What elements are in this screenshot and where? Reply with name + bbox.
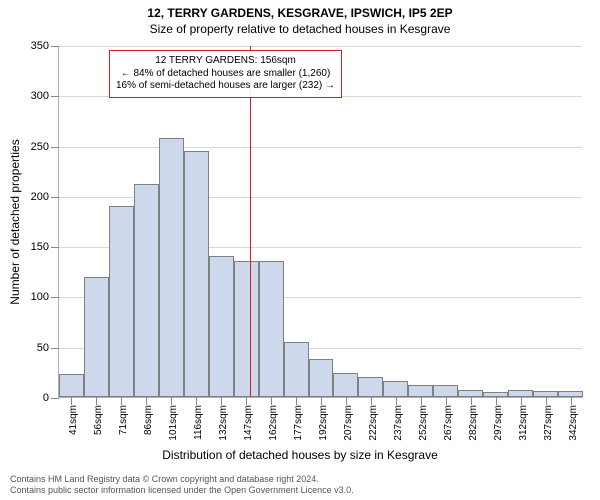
histogram-bar xyxy=(134,184,159,397)
histogram-bar xyxy=(383,381,408,397)
x-tick xyxy=(171,397,172,405)
histogram-bar xyxy=(309,359,334,397)
x-tick-label: 222sqm xyxy=(368,405,379,441)
histogram-bar xyxy=(84,277,109,397)
histogram-bar xyxy=(458,390,483,397)
histogram-bar xyxy=(109,206,134,397)
x-tick xyxy=(271,397,272,405)
annotation-line: 12 TERRY GARDENS: 156sqm xyxy=(116,55,335,68)
y-tick-label: 200 xyxy=(21,191,49,203)
y-tick xyxy=(51,398,59,399)
x-tick xyxy=(521,397,522,405)
histogram-bar xyxy=(159,138,184,397)
x-tick xyxy=(246,397,247,405)
annotation-line: ← 84% of detached houses are smaller (1,… xyxy=(116,68,335,81)
x-tick xyxy=(196,397,197,405)
x-tick xyxy=(546,397,547,405)
x-tick-label: 71sqm xyxy=(118,405,129,435)
x-tick xyxy=(121,397,122,405)
x-tick xyxy=(296,397,297,405)
x-tick xyxy=(221,397,222,405)
x-tick xyxy=(371,397,372,405)
y-tick xyxy=(51,46,59,47)
gridline xyxy=(59,147,582,148)
x-tick-label: 132sqm xyxy=(218,405,229,441)
x-tick xyxy=(571,397,572,405)
footer-attribution: Contains HM Land Registry data © Crown c… xyxy=(10,474,354,496)
y-tick xyxy=(51,96,59,97)
histogram-bar xyxy=(59,374,84,397)
y-tick xyxy=(51,197,59,198)
y-tick-label: 250 xyxy=(21,141,49,153)
x-tick xyxy=(96,397,97,405)
y-tick xyxy=(51,348,59,349)
annotation-box: 12 TERRY GARDENS: 156sqm← 84% of detache… xyxy=(109,50,342,98)
x-tick xyxy=(321,397,322,405)
histogram-bar xyxy=(184,151,209,397)
y-axis-label: Number of detached properties xyxy=(8,139,22,304)
x-tick xyxy=(496,397,497,405)
chart-title: 12, TERRY GARDENS, KESGRAVE, IPSWICH, IP… xyxy=(0,0,600,20)
x-tick-label: 162sqm xyxy=(268,405,279,441)
chart-plot-area: 05010015020025030035041sqm56sqm71sqm86sq… xyxy=(58,46,582,398)
y-tick xyxy=(51,297,59,298)
histogram-bar xyxy=(284,342,309,397)
x-tick-label: 327sqm xyxy=(543,405,554,441)
x-tick-label: 312sqm xyxy=(518,405,529,441)
x-tick-label: 56sqm xyxy=(93,405,104,435)
x-tick xyxy=(446,397,447,405)
x-tick xyxy=(71,397,72,405)
footer-line-1: Contains HM Land Registry data © Crown c… xyxy=(10,474,354,485)
histogram-bar xyxy=(408,385,433,397)
x-tick-label: 252sqm xyxy=(418,405,429,441)
histogram-bar xyxy=(209,256,234,397)
x-tick-label: 237sqm xyxy=(393,405,404,441)
x-tick xyxy=(146,397,147,405)
x-tick-label: 207sqm xyxy=(343,405,354,441)
y-tick xyxy=(51,247,59,248)
histogram-bar xyxy=(333,373,358,397)
x-tick xyxy=(471,397,472,405)
y-tick-label: 300 xyxy=(21,90,49,102)
x-tick-label: 177sqm xyxy=(293,405,304,441)
annotation-line: 16% of semi-detached houses are larger (… xyxy=(116,80,335,93)
histogram-bar xyxy=(259,261,284,397)
x-tick-label: 116sqm xyxy=(193,405,204,440)
x-tick-label: 147sqm xyxy=(243,405,254,441)
histogram-bar xyxy=(234,261,259,397)
histogram-bar xyxy=(433,385,458,397)
y-tick xyxy=(51,147,59,148)
property-marker-line xyxy=(250,46,251,397)
histogram-bar xyxy=(508,390,533,397)
x-tick-label: 41sqm xyxy=(68,405,79,435)
x-tick-label: 282sqm xyxy=(468,405,479,441)
y-tick-label: 100 xyxy=(21,291,49,303)
x-tick-label: 267sqm xyxy=(443,405,454,441)
x-tick-label: 101sqm xyxy=(168,405,179,441)
footer-line-2: Contains public sector information licen… xyxy=(10,485,354,496)
y-tick-label: 350 xyxy=(21,40,49,52)
x-tick-label: 297sqm xyxy=(493,405,504,441)
x-tick-label: 342sqm xyxy=(568,405,579,441)
x-tick-label: 86sqm xyxy=(143,405,154,435)
y-tick-label: 0 xyxy=(21,392,49,404)
gridline xyxy=(59,46,582,47)
x-tick xyxy=(346,397,347,405)
chart-subtitle: Size of property relative to detached ho… xyxy=(0,20,600,36)
y-tick-label: 150 xyxy=(21,241,49,253)
x-tick xyxy=(396,397,397,405)
y-tick-label: 50 xyxy=(21,342,49,354)
histogram-bar xyxy=(358,377,383,397)
x-axis-label: Distribution of detached houses by size … xyxy=(0,448,600,462)
x-tick-label: 192sqm xyxy=(318,405,329,441)
x-tick xyxy=(421,397,422,405)
